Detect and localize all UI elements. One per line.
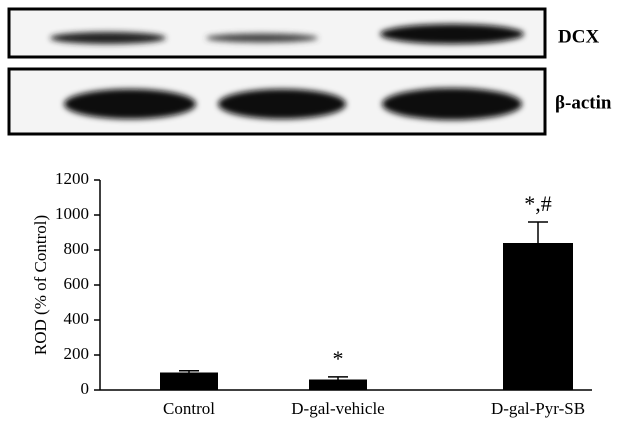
y-tick-label: 200 [64, 344, 90, 363]
y-tick-label: 800 [64, 239, 90, 258]
blot-label: β-actin [555, 92, 612, 113]
blot-label: DCX [558, 26, 599, 47]
y-tick-label: 400 [64, 309, 90, 328]
y-tick-label: 1000 [55, 204, 89, 223]
figure: DCX β-actin ROD (% of Control) 0 200 400 60… [0, 0, 639, 422]
band [50, 32, 166, 44]
bar [309, 380, 367, 391]
band [206, 34, 318, 43]
bar [503, 243, 573, 390]
band [64, 89, 196, 119]
significance-mark: *,# [524, 191, 552, 216]
y-tick-label: 600 [64, 274, 90, 293]
x-tick-label: Control [163, 399, 215, 418]
significance-mark: * [333, 346, 344, 371]
y-tick-label: 0 [81, 379, 90, 398]
x-tick-label: D-gal-vehicle [291, 399, 384, 418]
blot-panel: DCX β-actin [9, 9, 612, 134]
y-tick-label: 1200 [55, 169, 89, 188]
x-tick-label: D-gal-Pyr-SB [491, 399, 585, 418]
band [382, 88, 522, 120]
bar [160, 373, 218, 391]
y-axis-label: ROD (% of Control) [31, 215, 50, 355]
band [380, 24, 524, 44]
band [218, 89, 346, 119]
